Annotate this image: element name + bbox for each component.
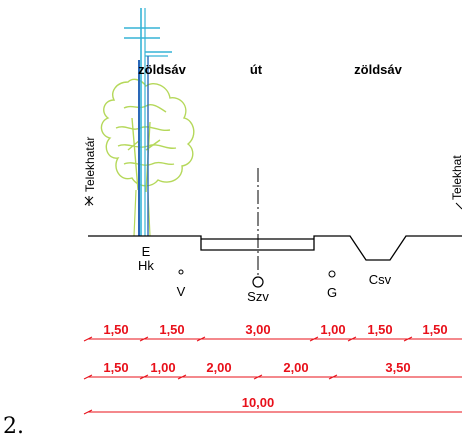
dim-row2-4: 2,00: [283, 360, 308, 375]
dim-row1-1: 1,50: [103, 322, 128, 337]
utility-label-g: G: [327, 285, 337, 300]
dim-row1-6: 1,50: [422, 322, 447, 337]
utility-label-csv: Csv: [369, 272, 392, 287]
dim-row1-3: 3,00: [245, 322, 270, 337]
gas-pipe-symbol: [328, 270, 336, 278]
utility-label-e: E: [142, 244, 151, 259]
dim-row1-5: 1,50: [367, 322, 392, 337]
dim-row1-2: 1,50: [159, 322, 184, 337]
zone-label-right-green: zöldsáv: [354, 62, 402, 77]
figure-number: 2.: [3, 414, 24, 439]
dim-row2-1: 1,50: [103, 360, 128, 375]
zone-label-left-green: zöldsáv: [138, 62, 186, 77]
dim-row2-3: 2,00: [206, 360, 231, 375]
dim-row2-5: 3,50: [385, 360, 410, 375]
property-line-left-label: Telekhatár: [83, 137, 97, 192]
utility-label-v: V: [177, 284, 186, 299]
water-pipe-symbol: [178, 269, 184, 275]
ground-profile: [88, 235, 462, 261]
dimension-row-2: [83, 374, 462, 380]
utility-label-szv: Szv: [247, 289, 269, 304]
dim-row3-total: 10,00: [242, 395, 275, 410]
zone-label-road: út: [250, 62, 263, 77]
utility-label-hk: Hk: [138, 258, 154, 273]
dim-row2-2: 1,00: [150, 360, 175, 375]
sewer-pipe-symbol: [252, 276, 264, 288]
dim-row1-4: 1,00: [320, 322, 345, 337]
street-light-pole: [124, 8, 172, 236]
dimension-row-1: [83, 336, 462, 342]
property-line-right: Telekhat: [450, 155, 462, 210]
dimension-row-3: [83, 409, 462, 415]
property-line-left: Telekhatár: [83, 137, 97, 206]
property-line-right-label: Telekhat: [450, 155, 462, 200]
